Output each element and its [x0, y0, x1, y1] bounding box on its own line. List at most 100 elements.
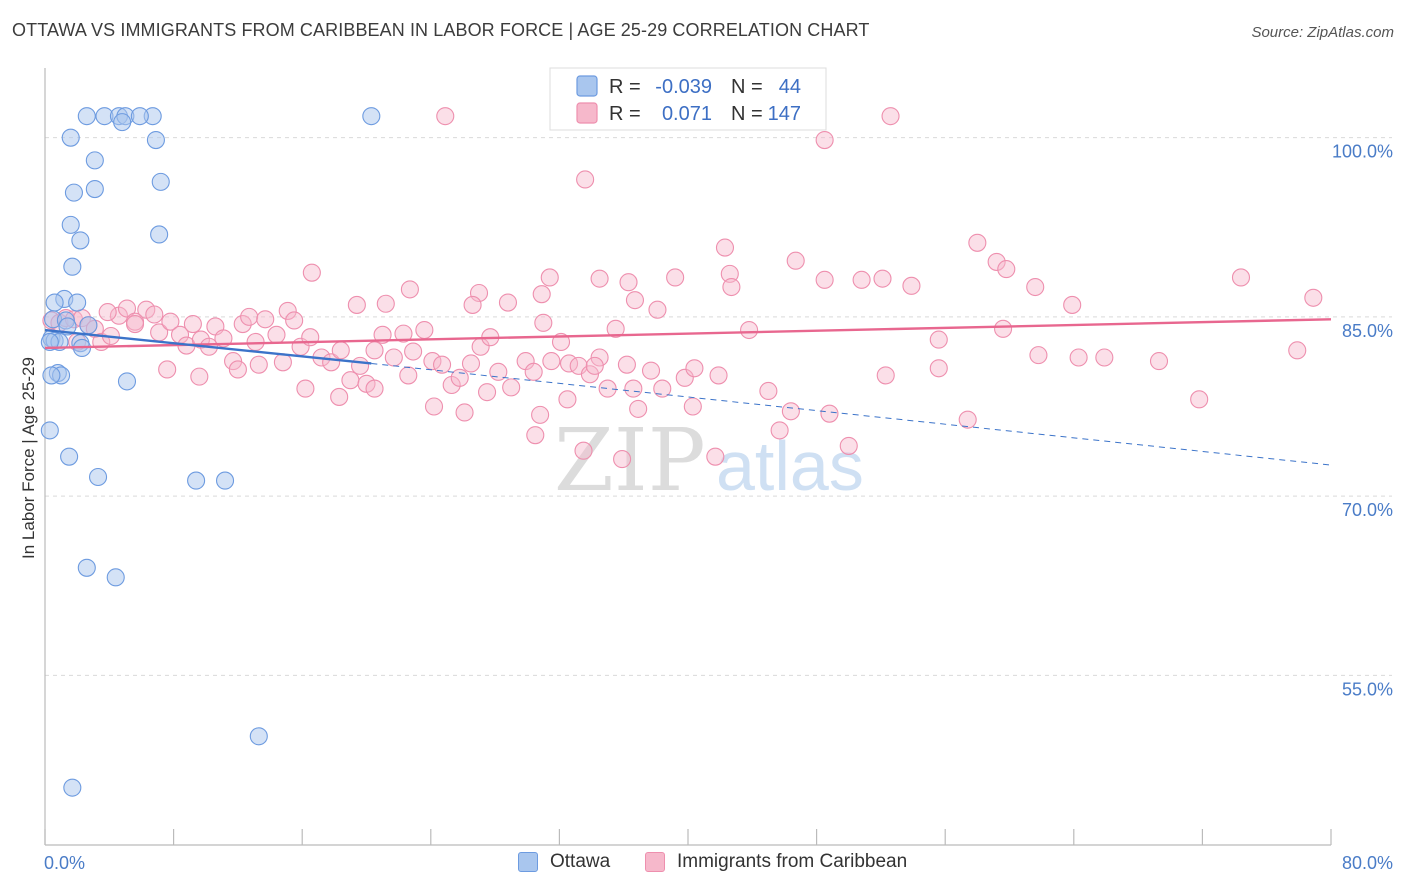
ottawa-point [150, 225, 169, 244]
caribbean-point [558, 390, 577, 409]
caribbean-point [145, 305, 164, 324]
caribbean-point [574, 441, 593, 460]
caribbean-point [540, 268, 559, 287]
caribbean-point [423, 352, 442, 371]
y-axis-label: In Labor Force | Age 25-29 [19, 357, 38, 559]
caribbean-point [1288, 341, 1307, 360]
y-tick-label: 70.0% [1342, 500, 1393, 520]
ottawa-point [45, 293, 64, 312]
grid-layer [45, 137, 1392, 676]
caribbean-point [590, 348, 609, 367]
caribbean-point [158, 360, 177, 379]
caribbean-point [648, 300, 667, 319]
legend-item-caribbean: Immigrants from Caribbean [645, 851, 907, 873]
caribbean-point [720, 264, 739, 283]
caribbean-point [709, 366, 728, 385]
ottawa-point [113, 113, 132, 132]
caribbean-point [585, 356, 604, 375]
caribbean-point [770, 421, 789, 440]
caribbean-point [1026, 277, 1045, 297]
caribbean-point [267, 325, 286, 344]
caribbean-point [461, 354, 481, 373]
caribbean-point [278, 301, 297, 320]
caribbean-point [873, 269, 892, 288]
caribbean-point [161, 312, 180, 331]
caribbean-point [580, 365, 599, 384]
ottawa-point [362, 107, 381, 126]
legend-label-caribbean: Immigrants from Caribbean [677, 851, 908, 872]
caribbean-point [590, 269, 609, 288]
tick-labels: 100.0% 85.0% 70.0% 55.0% 0.0% 80.0% [44, 142, 1393, 873]
caribbean-point [815, 131, 834, 150]
caribbean-point [781, 402, 800, 421]
legend-swatch-ottawa [518, 852, 538, 872]
ottawa-point [77, 107, 96, 126]
ottawa-point [61, 215, 80, 234]
ottawa-point [61, 128, 80, 147]
caribbean-point [1063, 295, 1082, 314]
caribbean-point [296, 379, 315, 398]
x-tick-label-max: 80.0% [1342, 853, 1393, 873]
caribbean-point [384, 348, 403, 367]
legend-n-value-1: 44 [779, 76, 801, 98]
caribbean-point [240, 307, 259, 326]
ottawa-point [60, 447, 79, 466]
ottawa-point [85, 179, 104, 199]
legend-r-label-2: R = [609, 103, 641, 125]
caribbean-point [498, 293, 518, 312]
watermark-zip: ZIP [554, 411, 706, 511]
caribbean-point [433, 355, 452, 374]
ottawa-point [249, 727, 268, 746]
y-tick-label: 55.0% [1342, 679, 1393, 699]
caribbean-point [400, 280, 419, 299]
caribbean-point [478, 383, 497, 402]
caribbean-point [683, 397, 702, 416]
caribbean-point [666, 268, 685, 287]
caribbean-point [524, 362, 543, 381]
caribbean-point [576, 170, 595, 189]
caribbean-point [759, 381, 778, 401]
caribbean-point [347, 295, 366, 314]
caribbean-point [256, 310, 275, 329]
legend-label-ottawa: Ottawa [550, 851, 611, 872]
caribbean-point [786, 251, 805, 270]
ottawa-point [63, 257, 82, 276]
legend-r-label-1: R = [609, 76, 641, 98]
ottawa-point [151, 172, 170, 191]
bottom-legend: Ottawa Immigrants from Caribbean [0, 851, 1406, 879]
caribbean-point [1095, 348, 1114, 367]
caribbean-point [968, 233, 987, 252]
legend-swatch-ottawa [576, 75, 598, 97]
legend-n-label-1: N = [731, 76, 763, 98]
caribbean-point [994, 319, 1013, 338]
caribbean-point [1304, 288, 1323, 307]
ottawa-point [40, 421, 59, 440]
caribbean-point [815, 270, 834, 289]
ottawa-point [85, 151, 104, 170]
caribbean-point [341, 371, 360, 390]
caribbean-point [214, 329, 233, 348]
caribbean-point [330, 387, 349, 406]
caribbean-point [302, 263, 321, 282]
legend-r-value-1: -0.039 [655, 76, 712, 98]
series-ottawa-points [40, 107, 381, 797]
ottawa-point [40, 332, 59, 352]
ottawa-point [130, 107, 149, 126]
caribbean-point [183, 315, 202, 334]
trend-line-ottawa-extrapolated [371, 362, 1332, 466]
ottawa-point [42, 366, 61, 385]
watermark-atlas: atlas [716, 427, 864, 505]
caribbean-point [424, 397, 444, 416]
series-caribbean-points [42, 105, 1323, 469]
caribbean-point [617, 355, 636, 374]
ottawa-point [77, 558, 96, 577]
caribbean-point [463, 295, 482, 314]
ottawa-point [106, 568, 125, 587]
caribbean-point [365, 379, 384, 398]
top-legend: R = -0.039 N = 44 R = 0.071 N = 147 [549, 67, 827, 131]
ottawa-point [117, 372, 137, 391]
caribbean-point [624, 379, 643, 398]
caribbean-point [455, 403, 474, 422]
ottawa-point [146, 131, 165, 150]
